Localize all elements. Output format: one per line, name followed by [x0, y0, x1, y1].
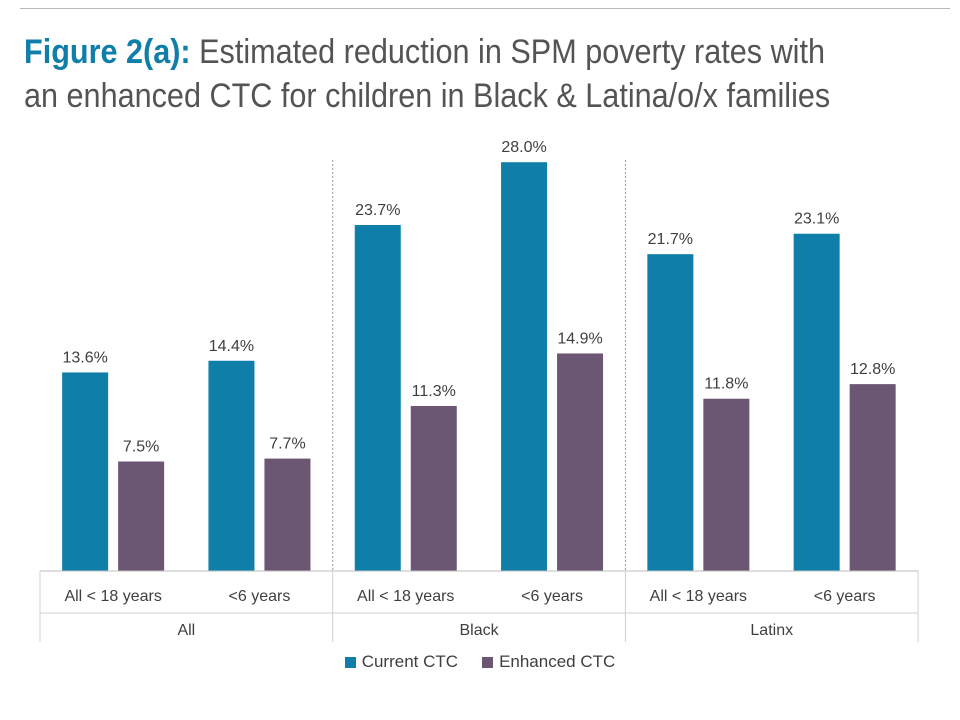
value-label-enhanced-2: 11.3%	[412, 383, 456, 400]
bar-enhanced-3	[557, 353, 604, 571]
bar-current-4	[647, 254, 694, 571]
title-text-1: Estimated reduction in SPM poverty rates…	[199, 33, 825, 71]
bar-current-5	[793, 233, 840, 572]
value-label-enhanced-0: 7.5%	[123, 439, 159, 456]
value-label-enhanced-4: 11.8%	[704, 376, 748, 393]
legend-label-current: Current CTC	[361, 652, 459, 671]
bar-current-2	[354, 224, 401, 572]
value-label-current-1: 14.4%	[209, 338, 254, 355]
legend-swatch-current	[344, 656, 356, 668]
page-title: Figure 2(a): Estimated reduction in SPM …	[24, 30, 852, 118]
value-label-current-0: 13.6%	[62, 349, 107, 366]
bar-current-1	[208, 360, 255, 571]
value-label-enhanced-3: 14.9%	[557, 330, 602, 347]
legend: Current CTC Enhanced CTC	[0, 652, 960, 672]
top-rule	[20, 8, 950, 9]
value-label-enhanced-5: 12.8%	[850, 361, 895, 378]
value-label-current-3: 28.0%	[501, 139, 546, 156]
bar-current-0	[62, 372, 109, 571]
bar-enhanced-5	[849, 384, 896, 571]
value-label-current-4: 21.7%	[648, 231, 693, 248]
value-label-current-2: 23.7%	[355, 202, 400, 219]
value-label-enhanced-1: 7.7%	[269, 436, 305, 453]
legend-label-enhanced: Enhanced CTC	[499, 652, 616, 671]
legend-item-enhanced: Enhanced CTC	[482, 652, 615, 672]
bar-enhanced-0	[118, 461, 165, 571]
category-label-2: All < 18 years	[357, 588, 454, 605]
group-label-0: All	[177, 622, 195, 639]
value-label-current-5: 23.1%	[794, 211, 839, 228]
group-label-1: Black	[459, 622, 499, 639]
category-label-4: All < 18 years	[650, 588, 747, 605]
bar-enhanced-2	[410, 406, 457, 571]
bar-enhanced-4	[703, 398, 750, 571]
legend-swatch-enhanced	[482, 656, 494, 668]
figure-label: Figure 2(a):	[24, 33, 191, 71]
category-label-5: <6 years	[814, 588, 876, 605]
bar-current-3	[501, 162, 548, 571]
bar-enhanced-1	[264, 458, 311, 571]
category-label-1: <6 years	[229, 588, 291, 605]
title-text-2: an enhanced CTC for children in Black & …	[24, 77, 831, 115]
group-label-2: Latinx	[750, 622, 793, 639]
category-label-3: <6 years	[521, 588, 583, 605]
title-line-1: Figure 2(a): Estimated reduction in SPM …	[24, 30, 852, 74]
category-label-0: All < 18 years	[64, 588, 161, 605]
legend-item-current: Current CTC	[344, 652, 459, 672]
